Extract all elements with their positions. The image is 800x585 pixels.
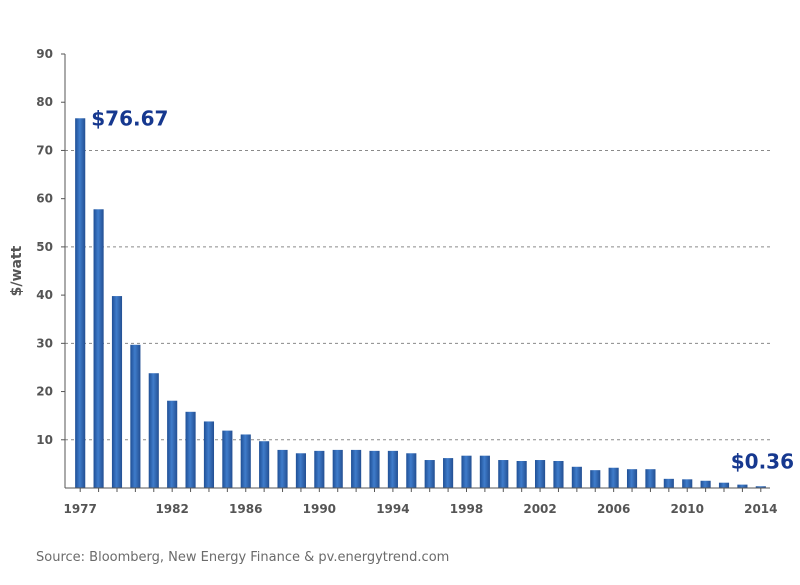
y-tick-label: 10 (36, 433, 53, 447)
bar-1995 (406, 453, 417, 488)
x-tick-label-1998: 1998 (450, 502, 483, 516)
bar-2007 (626, 469, 638, 488)
callout-1977: $76.67 (91, 106, 168, 130)
x-tick-label-1994: 1994 (376, 502, 409, 516)
y-tick-label: 40 (36, 288, 53, 302)
bar-1992 (351, 449, 362, 488)
bar-1987 (259, 441, 270, 488)
y-tick-label: 90 (36, 47, 53, 61)
bar-2004 (571, 466, 582, 488)
bar-2003 (553, 460, 564, 488)
x-tick-label-1990: 1990 (303, 502, 336, 516)
bar-2002 (535, 460, 546, 488)
bar-1996 (424, 460, 435, 488)
bar-1985 (222, 430, 233, 488)
bar-2000 (498, 460, 509, 488)
y-tick-label: 60 (36, 192, 53, 206)
x-tick-label-2006: 2006 (597, 502, 630, 516)
bar-1999 (479, 455, 490, 488)
y-tick-label: 70 (36, 143, 53, 157)
axes (64, 54, 770, 489)
gridlines (65, 149, 770, 441)
bar-2010 (682, 479, 693, 488)
bar-1993 (369, 450, 380, 488)
bar-1979 (111, 296, 123, 488)
y-tick-labels: 10 20 30 40 50 60 70 80 90 (36, 47, 65, 447)
y-tick-label: 30 (36, 336, 53, 350)
bar-1994 (387, 450, 398, 488)
y-axis-label: $/watt (9, 245, 25, 296)
bar-2009 (663, 478, 674, 488)
bar-2001 (516, 460, 527, 488)
bar-2012 (718, 482, 730, 488)
x-tick-label-1982: 1982 (155, 502, 188, 516)
y-tick-label: 20 (36, 385, 53, 399)
bar-2011 (700, 480, 711, 488)
bar-1988 (277, 449, 288, 488)
bar-1980 (130, 344, 141, 488)
bar-2006 (608, 467, 619, 488)
bar-1983 (185, 411, 196, 488)
bar-1991 (332, 449, 343, 488)
bar-2005 (590, 470, 601, 488)
bar-1990 (314, 450, 325, 488)
x-tick-label-1986: 1986 (229, 502, 262, 516)
bar-1978 (93, 209, 104, 488)
annotations: $76.67 $0.36 (91, 106, 794, 473)
bar-2014 (755, 486, 766, 488)
x-tick-label-2014: 2014 (744, 502, 777, 516)
bar-1984 (203, 421, 215, 488)
x-tick-labels: 1977 1982 1986 1990 1994 1998 2002 2006 2010 2014 (63, 488, 778, 516)
y-tick-label: 50 (36, 240, 53, 254)
bars (75, 118, 766, 489)
bar-2013 (737, 484, 748, 488)
bar-1981 (148, 373, 159, 488)
bar-2008 (645, 469, 656, 488)
source-note: Source: Bloomberg, New Energy Finance & … (36, 550, 450, 565)
x-tick-label-2010: 2010 (671, 502, 704, 516)
callout-2014: $0.36 (731, 449, 794, 473)
bar-1977 (75, 118, 86, 489)
y-tick-label: 80 (36, 95, 53, 109)
bar-1986 (240, 434, 251, 488)
x-tick-label-2002: 2002 (523, 502, 556, 516)
bar-1989 (295, 453, 306, 488)
x-tick-label-1977: 1977 (63, 502, 96, 516)
bar-1997 (443, 458, 454, 488)
bar-1982 (167, 400, 178, 488)
bar-1998 (461, 455, 472, 488)
